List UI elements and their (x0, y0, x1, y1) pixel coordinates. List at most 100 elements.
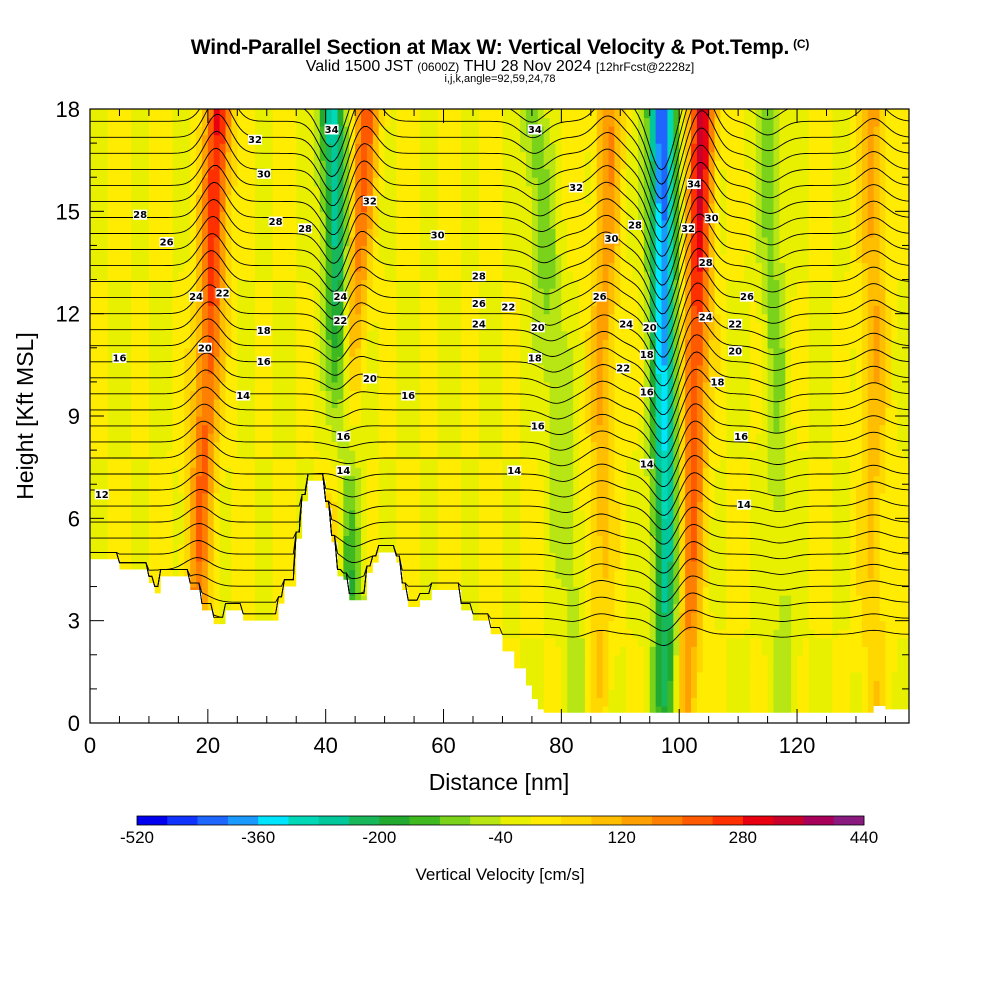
velocity-cell (637, 680, 645, 690)
velocity-cell (449, 569, 456, 579)
velocity-cell (708, 595, 716, 605)
velocity-cell (749, 543, 757, 554)
velocity-cell (508, 578, 515, 588)
velocity-cell (184, 433, 191, 443)
velocity-cell (272, 484, 280, 494)
velocity-cell (472, 578, 480, 588)
velocity-cell (502, 586, 509, 596)
velocity-cell (814, 629, 822, 639)
velocity-cell (502, 637, 509, 647)
velocity-cell (802, 526, 810, 536)
velocity-cell (561, 578, 568, 588)
velocity-cell (249, 578, 256, 588)
velocity-cell (372, 484, 380, 494)
velocity-cell (679, 526, 686, 536)
velocity-cell (614, 552, 621, 562)
velocity-cell (632, 654, 639, 664)
velocity-cell (820, 424, 828, 434)
velocity-cell (478, 586, 486, 596)
velocity-cell (579, 603, 586, 613)
velocity-cell (779, 424, 786, 434)
velocity-cell (820, 509, 828, 519)
velocity-cell (767, 458, 775, 468)
velocity-cell (602, 603, 610, 613)
velocity-cell (773, 637, 780, 647)
velocity-cell (620, 680, 627, 690)
velocity-cell (867, 518, 875, 528)
velocity-cell (767, 543, 775, 554)
velocity-cell (826, 637, 833, 647)
velocity-cell (472, 518, 480, 528)
velocity-cell (738, 603, 745, 613)
velocity-cell (820, 475, 828, 485)
velocity-cell (814, 526, 822, 536)
velocity-cell (590, 595, 598, 605)
velocity-cell (802, 552, 810, 562)
velocity-cell (219, 586, 227, 596)
velocity-cell (325, 424, 333, 434)
velocity-cell (844, 518, 851, 528)
velocity-cell (696, 484, 704, 494)
velocity-cell (496, 526, 504, 536)
velocity-cell (484, 552, 492, 562)
velocity-cell (620, 671, 627, 681)
velocity-cell (744, 646, 751, 656)
velocity-cell (873, 663, 881, 673)
velocity-cell (779, 603, 786, 613)
velocity-cell (590, 509, 598, 519)
velocity-cell (266, 433, 274, 443)
velocity-cell (384, 450, 392, 460)
velocity-cell (838, 458, 845, 468)
velocity-cell (90, 526, 97, 536)
velocity-cell (649, 646, 657, 656)
velocity-cell (626, 637, 633, 647)
velocity-cell (237, 492, 244, 502)
velocity-cell (166, 535, 174, 545)
velocity-cell (608, 526, 615, 536)
velocity-cell (213, 603, 221, 613)
velocity-cell (278, 492, 286, 502)
velocity-cell (761, 612, 769, 622)
velocity-cell (643, 612, 651, 622)
velocity-cell (355, 569, 362, 579)
velocity-cell (761, 680, 769, 690)
velocity-cell (732, 509, 739, 519)
velocity-cell (590, 475, 598, 485)
velocity-cell (567, 586, 574, 596)
velocity-cell (738, 492, 745, 502)
velocity-cell (873, 595, 881, 605)
velocity-cell (826, 526, 833, 536)
velocity-cell (260, 578, 268, 588)
velocity-cell (814, 680, 822, 690)
velocity-cell (685, 535, 692, 545)
velocity-cell (661, 501, 669, 511)
velocity-cell (172, 569, 179, 579)
velocity-cell (425, 543, 433, 554)
velocity-cell (472, 450, 480, 460)
velocity-cell (567, 697, 574, 707)
velocity-cell (838, 705, 845, 716)
velocity-cell (903, 637, 909, 647)
velocity-cell (802, 603, 810, 613)
velocity-cell (661, 680, 669, 690)
velocity-cell (637, 450, 645, 460)
velocity-cell (785, 688, 792, 699)
velocity-cell (679, 637, 686, 647)
velocity-cell (196, 424, 203, 434)
velocity-cell (537, 492, 545, 502)
velocity-cell (667, 560, 674, 571)
velocity-cell (773, 697, 780, 707)
velocity-cell (254, 603, 262, 613)
velocity-cell (166, 492, 174, 502)
velocity-cell (531, 637, 539, 647)
velocity-cell (755, 603, 763, 613)
velocity-cell (137, 416, 144, 426)
velocity-cell (520, 620, 527, 630)
velocity-cell (673, 654, 680, 664)
velocity-cell (531, 620, 539, 630)
velocity-cell (879, 603, 887, 613)
velocity-cell (767, 697, 775, 707)
velocity-cell (838, 509, 845, 519)
velocity-cell (826, 492, 833, 502)
velocity-cell (744, 458, 751, 468)
